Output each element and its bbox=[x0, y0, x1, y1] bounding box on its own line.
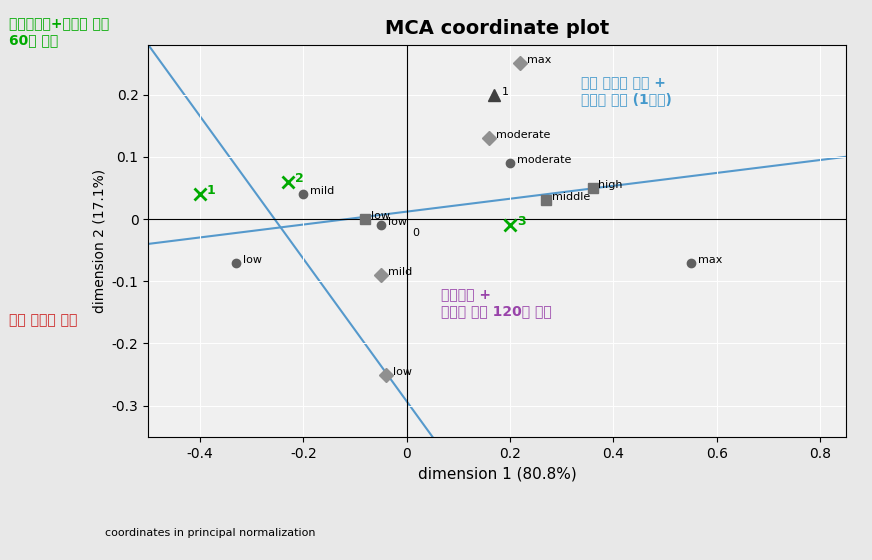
Y-axis label: dimension 2 (17.1%): dimension 2 (17.1%) bbox=[92, 169, 106, 313]
Text: low: low bbox=[243, 255, 262, 264]
Text: low: low bbox=[388, 217, 406, 227]
Text: 앉아있는 +
가벼운 활동 120분 이상: 앉아있는 + 가벼운 활동 120분 이상 bbox=[441, 288, 552, 318]
Text: 1: 1 bbox=[207, 184, 215, 197]
Text: mild: mild bbox=[310, 186, 335, 196]
Text: 주로 일상적 활동: 주로 일상적 활동 bbox=[9, 314, 77, 328]
X-axis label: dimension 1 (80.8%): dimension 1 (80.8%) bbox=[418, 466, 576, 481]
Text: max: max bbox=[528, 55, 552, 66]
Text: 0: 0 bbox=[412, 228, 419, 237]
Text: coordinates in principal normalization: coordinates in principal normalization bbox=[105, 528, 315, 538]
Text: 1: 1 bbox=[501, 87, 508, 96]
Text: max: max bbox=[698, 255, 722, 264]
Text: 3: 3 bbox=[517, 215, 526, 228]
Text: 주로 일상적 활동 +
격렬한 활동 (1회성): 주로 일상적 활동 + 격렬한 활동 (1회성) bbox=[581, 76, 671, 106]
Text: low: low bbox=[371, 211, 390, 221]
Text: 앉아있거나+가벼운 활동
60분 이하: 앉아있거나+가벼운 활동 60분 이하 bbox=[9, 17, 109, 47]
Title: MCA coordinate plot: MCA coordinate plot bbox=[385, 18, 610, 38]
Text: high: high bbox=[598, 180, 623, 190]
Text: mild: mild bbox=[388, 267, 412, 277]
Text: low: low bbox=[393, 367, 412, 376]
Text: middle: middle bbox=[552, 192, 590, 202]
Text: 2: 2 bbox=[295, 172, 303, 185]
Text: moderate: moderate bbox=[496, 130, 550, 140]
Text: moderate: moderate bbox=[517, 155, 571, 165]
